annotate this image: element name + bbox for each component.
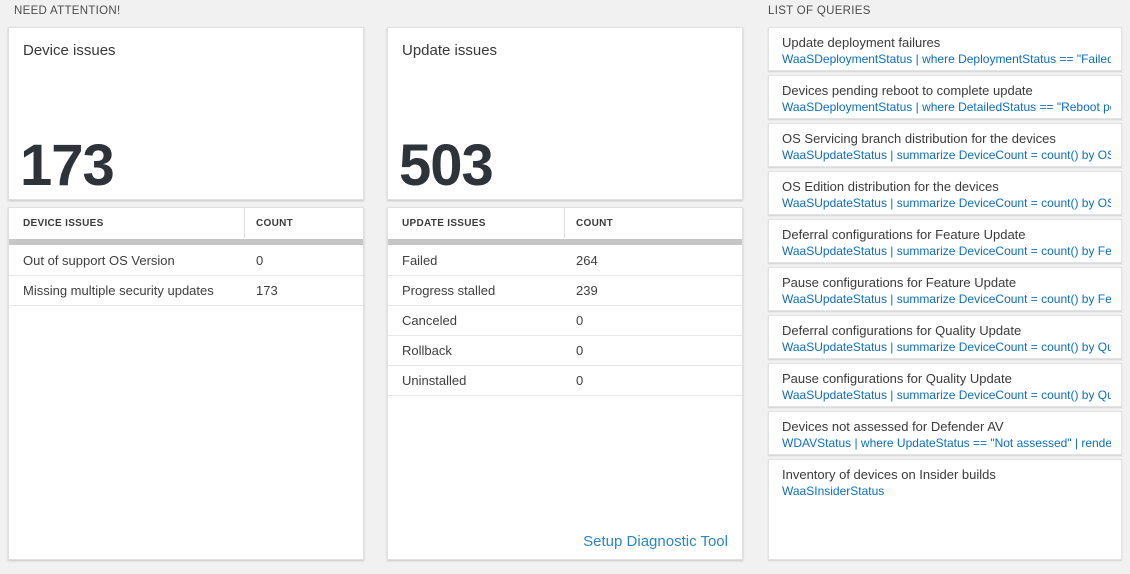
query-name: Update deployment failures (782, 35, 941, 50)
table-row-rollback[interactable]: Rollback 0 (388, 336, 742, 366)
query-code-link[interactable]: WDAVStatus | where UpdateStatus == "Not … (782, 436, 1111, 450)
update-issues-tile-title: Update issues (402, 42, 498, 59)
query-item-pause-feature-update[interactable]: Pause configurations for Feature Update … (768, 267, 1122, 311)
query-item-pause-quality-update[interactable]: Pause configurations for Quality Update … (768, 363, 1122, 407)
query-name: Devices not assessed for Defender AV (782, 419, 1004, 434)
query-code-link[interactable]: WaaSUpdateStatus | summarize DeviceCount… (782, 196, 1111, 210)
device-count-column-header: COUNT (256, 217, 294, 229)
need-attention-section-title: NEED ATTENTION! (14, 5, 121, 17)
table-row-canceled[interactable]: Canceled 0 (388, 306, 742, 336)
query-name: Pause configurations for Feature Update (782, 275, 1017, 290)
update-issues-table-header: UPDATE ISSUES COUNT (388, 208, 742, 238)
update-issues-count: 503 (399, 133, 494, 198)
row-count: 0 (256, 253, 264, 268)
table-row-out-of-support-os[interactable]: Out of support OS Version 0 (9, 246, 363, 276)
query-item-update-deployment-failures[interactable]: Update deployment failures WaaSDeploymen… (768, 27, 1122, 71)
row-label: Uninstalled (402, 373, 467, 388)
device-issues-column-header: DEVICE ISSUES (9, 208, 245, 238)
device-issues-tile-title: Device issues (23, 42, 116, 59)
query-code-link[interactable]: WaaSUpdateStatus | summarize DeviceCount… (782, 244, 1111, 258)
list-of-queries-section-title: LIST OF QUERIES (768, 5, 871, 17)
query-code-link[interactable]: WaaSInsiderStatus (782, 484, 885, 498)
query-name: Deferral configurations for Quality Upda… (782, 323, 1022, 338)
queries-list: Update deployment failures WaaSDeploymen… (768, 27, 1122, 560)
device-issues-table-panel: DEVICE ISSUES COUNT Out of support OS Ve… (8, 207, 364, 560)
update-issues-column-header: UPDATE ISSUES (388, 208, 565, 238)
query-code-link[interactable]: WaaSDeploymentStatus | where DetailedSta… (782, 100, 1111, 114)
query-code-link[interactable]: WaaSUpdateStatus | summarize DeviceCount… (782, 388, 1111, 402)
row-label: Progress stalled (402, 283, 496, 298)
query-name: Inventory of devices on Insider builds (782, 467, 996, 482)
query-name: Deferral configurations for Feature Upda… (782, 227, 1026, 242)
query-code-link[interactable]: WaaSDeploymentStatus | where DeploymentS… (782, 52, 1111, 66)
setup-diagnostic-tool-link[interactable]: Setup Diagnostic Tool (583, 533, 728, 550)
row-label: Missing multiple security updates (23, 283, 214, 298)
table-row-missing-security-updates[interactable]: Missing multiple security updates 173 (9, 276, 363, 306)
table-row-progress-stalled[interactable]: Progress stalled 239 (388, 276, 742, 306)
update-table-scrollbar[interactable] (388, 239, 742, 245)
query-item-os-edition-distribution[interactable]: OS Edition distribution for the devices … (768, 171, 1122, 215)
query-item-insider-builds-inventory[interactable]: Inventory of devices on Insider builds W… (768, 459, 1122, 560)
device-issues-tile[interactable]: Device issues 173 (8, 27, 364, 200)
table-row-uninstalled[interactable]: Uninstalled 0 (388, 366, 742, 396)
query-name: OS Servicing branch distribution for the… (782, 131, 1056, 146)
query-item-os-servicing-branch[interactable]: OS Servicing branch distribution for the… (768, 123, 1122, 167)
row-count: 0 (576, 313, 584, 328)
query-name: Pause configurations for Quality Update (782, 371, 1012, 386)
query-code-link[interactable]: WaaSUpdateStatus | summarize DeviceCount… (782, 340, 1111, 354)
query-name: Devices pending reboot to complete updat… (782, 83, 1033, 98)
row-label: Out of support OS Version (23, 253, 175, 268)
update-issues-table-panel: UPDATE ISSUES COUNT Failed 264 Progress … (387, 207, 743, 560)
update-issues-tile[interactable]: Update issues 503 (387, 27, 743, 200)
row-count: 264 (576, 253, 598, 268)
device-issues-table-header: DEVICE ISSUES COUNT (9, 208, 363, 238)
query-name: OS Edition distribution for the devices (782, 179, 999, 194)
query-item-deferral-quality-update[interactable]: Deferral configurations for Quality Upda… (768, 315, 1122, 359)
row-label: Failed (402, 253, 438, 268)
query-code-link[interactable]: WaaSUpdateStatus | summarize DeviceCount… (782, 148, 1111, 162)
device-table-scrollbar[interactable] (9, 239, 363, 245)
row-count: 239 (576, 283, 598, 298)
update-count-column-header: COUNT (576, 217, 614, 229)
query-item-deferral-feature-update[interactable]: Deferral configurations for Feature Upda… (768, 219, 1122, 263)
row-label: Canceled (402, 313, 457, 328)
query-code-link[interactable]: WaaSUpdateStatus | summarize DeviceCount… (782, 292, 1111, 306)
query-item-devices-pending-reboot[interactable]: Devices pending reboot to complete updat… (768, 75, 1122, 119)
row-count: 0 (576, 373, 584, 388)
row-label: Rollback (402, 343, 452, 358)
device-issues-count: 173 (20, 133, 115, 198)
row-count: 173 (256, 283, 278, 298)
row-count: 0 (576, 343, 584, 358)
table-row-failed[interactable]: Failed 264 (388, 246, 742, 276)
query-item-defender-av-not-assessed[interactable]: Devices not assessed for Defender AV WDA… (768, 411, 1122, 455)
